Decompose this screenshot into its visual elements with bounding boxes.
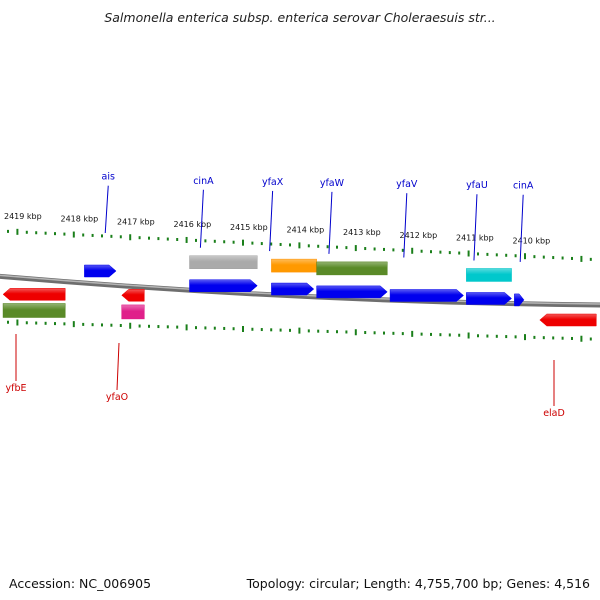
scale-label: 2410 kbp: [513, 236, 551, 245]
feature-track: [2, 255, 512, 320]
gene-label-cinA[interactable]: cinA: [193, 176, 214, 187]
scale-label: 2413 kbp: [343, 228, 381, 237]
topology-label: Topology: circular; Length: 4,755,700 bp…: [246, 576, 590, 591]
gene-leader-line: [199, 189, 204, 248]
gene-label-yfaW[interactable]: yfaW: [320, 178, 345, 189]
gene-arrow-elaD[interactable]: [539, 313, 597, 327]
gene-leader-line: [116, 342, 120, 391]
gene-label-yfaU[interactable]: yfaU: [466, 180, 488, 191]
feature-bar[interactable]: [121, 304, 145, 320]
scale-label: 2416 kbp: [174, 220, 212, 229]
scale-label: 2414 kbp: [287, 226, 325, 235]
scale-label: 2417 kbp: [117, 217, 155, 226]
gene-arrow-cinA[interactable]: [189, 279, 258, 292]
feature-bar[interactable]: [189, 255, 258, 269]
accession-label: Accession: NC_006905: [9, 576, 152, 591]
genome-title: Salmonella enterica subsp. enterica sero…: [104, 10, 496, 25]
gene-label-yfaV[interactable]: yfaV: [396, 179, 418, 190]
gene-arrow-ais[interactable]: [84, 264, 117, 278]
gene-label-yfbE[interactable]: yfbE: [6, 383, 27, 394]
scale-label: 2419 kbp: [4, 212, 42, 221]
scale-label: 2412 kbp: [400, 231, 438, 240]
gene-leader-line: [403, 193, 408, 258]
gene-label-yfaO[interactable]: yfaO: [106, 392, 128, 403]
gene-arrow-yfaV[interactable]: [389, 289, 464, 302]
gene-label-yfaX[interactable]: yfaX: [262, 177, 284, 188]
forward-scale: 2419 kbp 2418 kbp 2417 kbp 2416 kbp 2415 kbp…: [4, 212, 592, 262]
gene-arrow-yfaO[interactable]: [121, 289, 145, 302]
gene-leader-line: [519, 194, 524, 262]
gene-arrow-yfaW[interactable]: [316, 285, 388, 299]
reverse-scale: [7, 319, 592, 342]
gene-arrow-yfbE[interactable]: [2, 288, 66, 301]
gene-leader-line: [328, 191, 333, 254]
gene-arrow-cinA[interactable]: [514, 293, 525, 307]
gene-label-ais[interactable]: ais: [102, 172, 115, 183]
gene-leader-line: [104, 185, 109, 234]
gene-arrow-yfaX[interactable]: [271, 282, 315, 296]
scale-label: 2418 kbp: [61, 215, 99, 224]
feature-bar[interactable]: [271, 258, 317, 273]
feature-bar[interactable]: [2, 303, 66, 318]
gene-labels: ais cinA yfaX yfaW yfaV yfaU cinA yfbE yfaO elaD: [6, 172, 565, 419]
scale-label: 2415 kbp: [230, 223, 268, 232]
gene-label-cinA[interactable]: cinA: [513, 181, 534, 192]
gene-label-elaD[interactable]: elaD: [543, 408, 565, 419]
gene-track: [2, 264, 597, 327]
feature-bar[interactable]: [316, 261, 388, 276]
feature-bar[interactable]: [466, 268, 512, 282]
gene-arrow-yfaU[interactable]: [466, 292, 512, 305]
gene-leader-line: [473, 194, 478, 261]
gene-leader-line: [269, 190, 274, 252]
